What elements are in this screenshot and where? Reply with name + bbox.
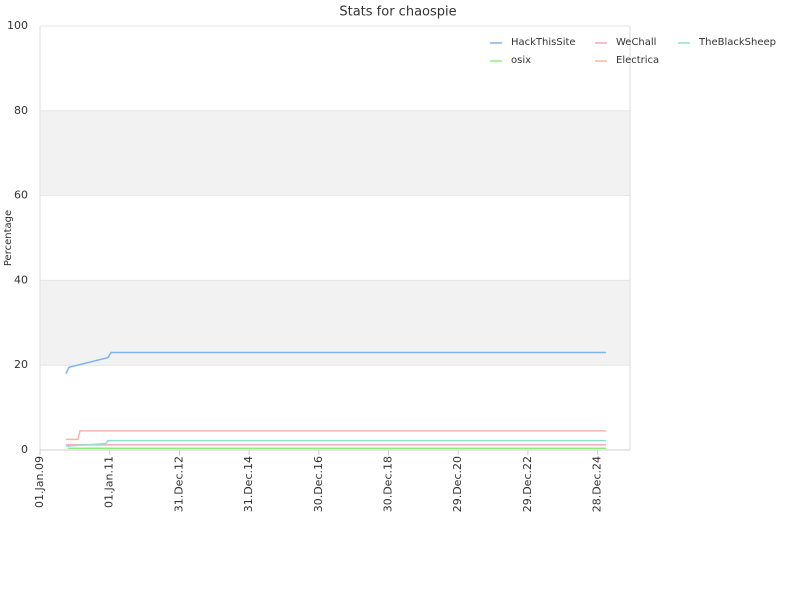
series-line	[65, 351, 607, 375]
legend-item: WeChall	[595, 37, 656, 48]
legend-item: TheBlackSheep	[678, 37, 776, 48]
legend-item: osix	[490, 55, 531, 66]
y-tick-label: 20	[14, 358, 28, 371]
x-tick-label: 30.Dec.18	[382, 456, 395, 512]
y-tick-label: 40	[14, 273, 28, 286]
x-tick-label: 29.Dec.22	[521, 456, 534, 512]
y-tick-label: 60	[14, 189, 28, 202]
x-tick-label: 30.Dec.16	[312, 456, 325, 512]
chart-title: Stats for chaospie	[339, 5, 456, 20]
legend-label: HackThisSite	[511, 37, 576, 48]
x-tick-label: 28.Dec.24	[591, 456, 604, 512]
legend-item: Electrica	[595, 55, 659, 66]
legend-label: WeChall	[616, 37, 656, 48]
x-tick-label: 31.Dec.14	[242, 456, 255, 512]
y-axis-label: Percentage	[3, 210, 14, 266]
y-tick-label: 80	[14, 104, 28, 117]
series-line	[65, 439, 607, 447]
legend-label: Electrica	[616, 55, 659, 66]
legend-item: HackThisSite	[490, 37, 576, 48]
series-line	[65, 430, 607, 441]
y-tick-label: 0	[21, 443, 28, 456]
legend-label: osix	[511, 55, 531, 66]
plot-band	[40, 110, 630, 196]
legend-label: TheBlackSheep	[698, 37, 776, 48]
y-tick-label: 100	[7, 19, 28, 32]
x-tick-label: 31.Dec.12	[172, 456, 185, 512]
plot-band	[40, 280, 630, 366]
x-tick-label: 01.Jan.09	[33, 456, 46, 508]
x-tick-label: 29.Dec.20	[451, 456, 464, 512]
x-tick-label: 01.Jan.11	[103, 456, 116, 508]
